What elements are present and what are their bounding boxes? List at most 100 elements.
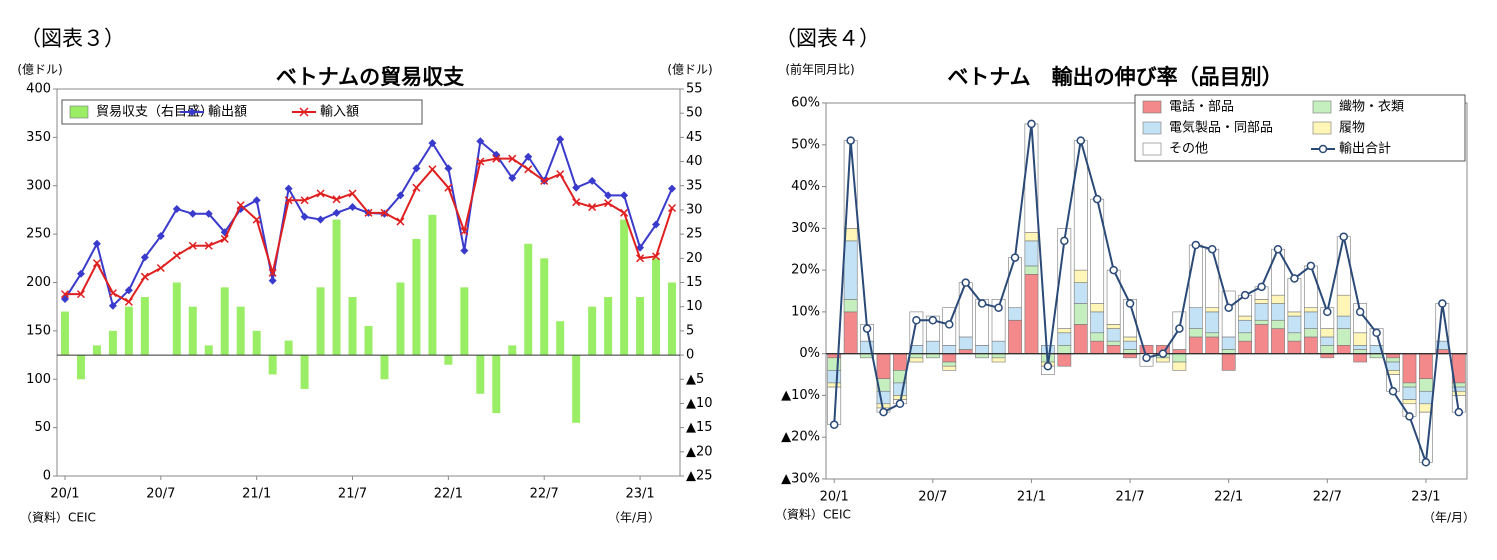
bar [1287,315,1302,334]
bar [1254,303,1269,321]
bar [540,258,549,356]
line-marker [156,232,165,241]
bar [925,340,940,354]
line-marker [300,196,309,205]
legend-marker [188,108,196,116]
bar [843,311,858,354]
line-marker [1027,119,1036,129]
x-tick-label: 22/1 [434,487,463,502]
bar [620,219,629,356]
line-marker [1454,407,1464,417]
line-marker [620,191,629,200]
y2-tick-label: 15 [686,275,703,290]
line-marker [60,290,70,299]
bar [1106,340,1121,346]
bar [942,365,957,371]
line-marker [316,189,325,198]
line-marker [76,269,85,278]
line-marker [156,263,165,273]
y-tick-label: 300 [26,178,51,193]
source-note: （資料）CEIC [20,511,96,525]
legend-marker [1318,144,1328,154]
legend-box [1134,94,1466,162]
bar [1271,328,1285,354]
line-marker [1142,353,1151,363]
line-marker [1323,307,1332,317]
bar [1254,324,1269,354]
line-marker [1010,253,1020,262]
bar [1271,303,1285,321]
bar [1336,328,1351,346]
line-marker [252,196,261,205]
bar [1090,340,1105,354]
bar [268,355,277,375]
line-marker [652,220,661,229]
bar [348,297,357,356]
line-marker [540,176,549,185]
bar [1057,353,1072,367]
line-marker [1207,244,1217,254]
legend-label: 輸出合計 [1339,141,1391,157]
line-marker [1043,361,1053,371]
line-marker [556,170,565,179]
y-tick-label: 0% [799,346,820,361]
legend-swatch [1142,142,1162,156]
bar [1320,328,1335,338]
bar [958,282,973,338]
y2-axis-unit: (億ドル) [667,63,712,77]
y-tick-label: 30% [791,221,820,236]
y-tick-label: 40% [791,179,820,194]
series-line [64,136,673,308]
bar [60,311,69,356]
bar [1386,361,1400,371]
bar [975,353,990,359]
bar [1271,294,1285,304]
line-marker [1339,232,1348,241]
bar [1090,311,1105,334]
bar [893,353,907,371]
line-marker [524,152,533,161]
bar [1451,390,1466,396]
x-tick-label: 21/7 [338,487,367,502]
legend-swatch [1142,121,1162,135]
line-marker [108,289,117,298]
line-marker [636,254,645,263]
line-marker [829,420,839,429]
bar [1073,303,1088,325]
bar [1221,290,1236,338]
bar [1106,345,1121,354]
line-marker [1060,236,1069,246]
bar [1008,319,1022,354]
line-marker [667,203,677,213]
line-marker [588,203,597,212]
chart-title: ベトナム 輸出の伸び率（品目別） [947,65,1282,89]
line-marker [204,241,213,250]
bar [492,355,501,414]
x-tick-label: 22/7 [530,487,559,502]
line-marker [961,278,970,287]
bar [1402,386,1417,400]
bar [108,330,117,356]
bar [991,357,1006,363]
bar [1057,328,1072,334]
line-marker [1290,274,1299,283]
line-marker [1273,244,1283,254]
bar [876,353,891,380]
bar [220,287,229,356]
bar [827,370,842,384]
bar [1320,345,1335,354]
line-marker [1405,412,1414,421]
series-line [64,157,673,304]
line-marker [492,154,501,163]
bar [1188,336,1203,354]
y2-tick-label: 0 [686,348,694,363]
line-marker [284,196,293,205]
bar [364,326,373,356]
y2-tick-label: 5 [686,323,694,338]
y2-tick-label: ▲20 [686,444,713,459]
bar [958,349,973,354]
line-marker [348,189,357,198]
line-marker [1421,458,1431,467]
line-marker [524,165,533,174]
bar [1254,299,1269,304]
